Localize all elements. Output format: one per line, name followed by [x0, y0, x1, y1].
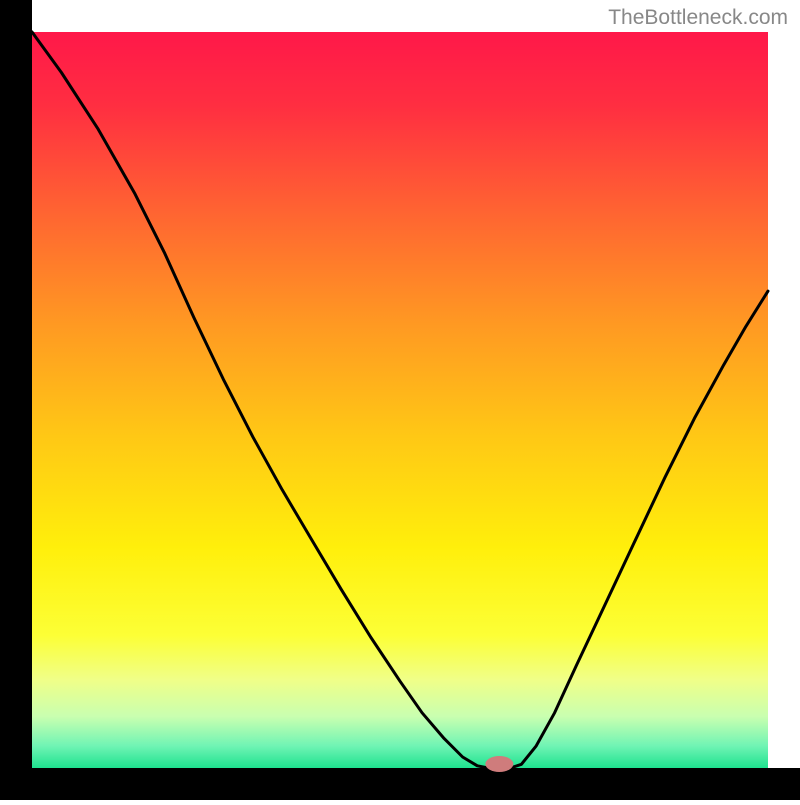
left-frame — [0, 0, 32, 800]
optimal-marker — [485, 756, 513, 772]
bottleneck-chart — [0, 0, 800, 800]
chart-svg — [0, 0, 800, 800]
bottom-frame — [0, 768, 800, 800]
plot-background — [32, 32, 768, 768]
watermark-label: TheBottleneck.com — [608, 6, 788, 30]
